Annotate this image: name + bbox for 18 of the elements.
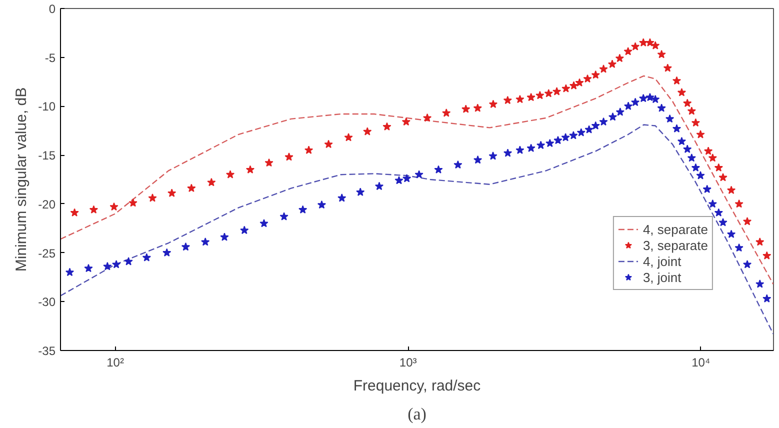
y-tick-label: -10 <box>38 100 56 114</box>
y-tick-label: -35 <box>38 344 56 358</box>
y-tick-label: -25 <box>38 246 56 260</box>
legend-label: 4, separate <box>642 221 708 237</box>
y-tick-label: -20 <box>38 197 56 212</box>
x-tick-label: 10² <box>106 356 124 370</box>
x-tick-label: 10⁴ <box>692 356 710 370</box>
x-tick-label: 10³ <box>399 356 417 370</box>
y-tick-label: 0 <box>48 2 56 16</box>
text: (a) <box>408 404 426 424</box>
y-tick-label: -15 <box>38 148 56 163</box>
legend-label: 4, joint <box>642 253 682 269</box>
y-tick-label: -30 <box>38 295 56 310</box>
legend-label: 3, separate <box>642 237 708 253</box>
y-tick-label: -5 <box>44 50 56 65</box>
y-axis-title: Minimum singular value, dB <box>13 87 30 272</box>
x-axis-title: Frequency, rad/sec <box>353 378 482 394</box>
legend-label: 3, joint <box>642 269 682 285</box>
